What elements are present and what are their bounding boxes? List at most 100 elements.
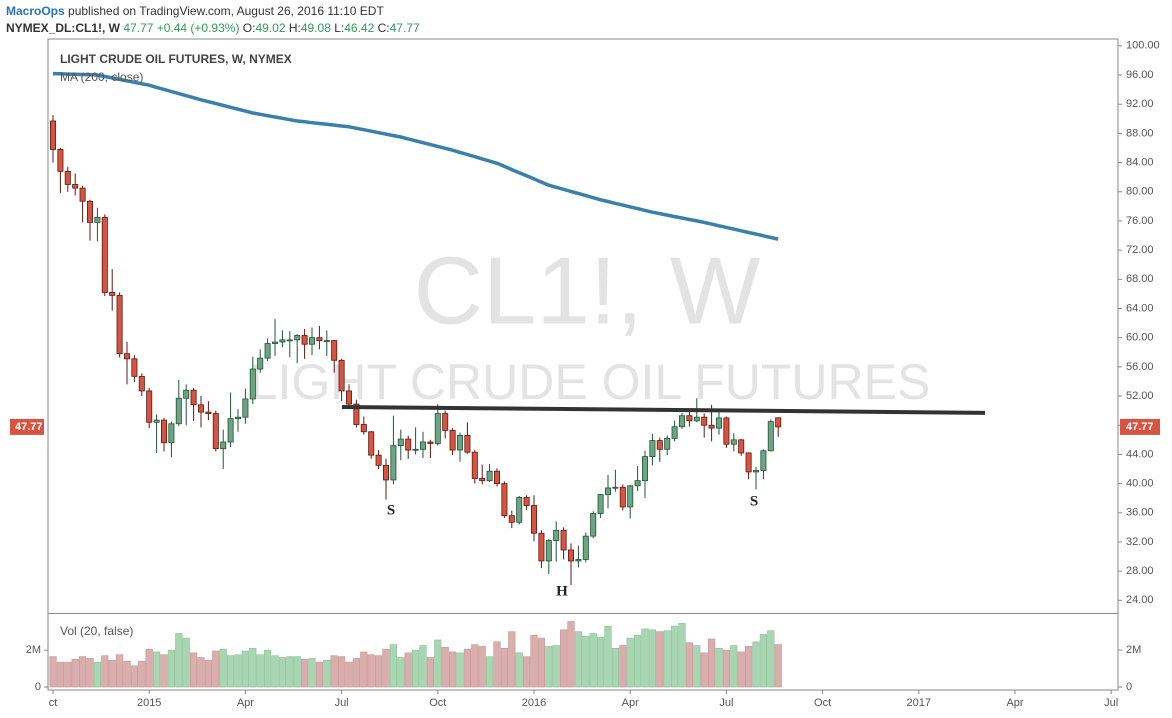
volume-bar bbox=[759, 634, 767, 688]
x-tick-label: 2016 bbox=[522, 697, 546, 709]
volume-bar bbox=[397, 657, 405, 688]
volume-bar bbox=[670, 625, 679, 688]
volume-bar bbox=[389, 644, 398, 688]
candle-body bbox=[116, 294, 123, 355]
high-label: H: bbox=[288, 21, 301, 35]
pattern-label: S bbox=[750, 493, 758, 509]
volume-bar bbox=[374, 655, 383, 688]
data-layer bbox=[49, 71, 986, 688]
y-tick-label: 32.00 bbox=[1126, 536, 1154, 548]
volume-bar bbox=[471, 644, 479, 688]
volume-bar bbox=[626, 637, 634, 688]
author[interactable]: MacroOps bbox=[6, 4, 65, 18]
change: +0.44 (+0.93%) bbox=[156, 21, 240, 35]
volume-bar bbox=[648, 629, 656, 688]
volume-bar bbox=[767, 630, 775, 688]
volume-bar bbox=[182, 637, 190, 688]
candle-body bbox=[382, 464, 389, 481]
volume-bar bbox=[153, 651, 161, 688]
volume-bar bbox=[64, 661, 72, 688]
candle-body bbox=[279, 339, 286, 343]
candle-body bbox=[338, 359, 345, 392]
volume-bar bbox=[752, 641, 760, 688]
volume-bar bbox=[589, 633, 597, 688]
volume-bar bbox=[656, 631, 664, 688]
volume-bar bbox=[500, 647, 509, 688]
volume-bar bbox=[730, 645, 738, 688]
volume-bar bbox=[212, 650, 220, 688]
candle-body bbox=[708, 424, 715, 429]
volume-bar bbox=[582, 635, 590, 688]
candle-body bbox=[479, 478, 486, 482]
volume-bar bbox=[167, 649, 176, 688]
candle-body bbox=[197, 404, 204, 413]
volume-tick-label: 2M bbox=[1126, 644, 1141, 656]
candle-body bbox=[375, 454, 382, 466]
candle-body bbox=[101, 216, 108, 293]
volume-bar bbox=[552, 645, 560, 688]
candle-body bbox=[168, 423, 175, 444]
volume-bar bbox=[56, 661, 64, 688]
watermark: CL1!, W bbox=[414, 237, 761, 344]
candle-body bbox=[545, 540, 552, 562]
volume-legend: Vol (20, false) bbox=[60, 624, 133, 638]
candle-body bbox=[294, 335, 301, 341]
volume-bar bbox=[234, 654, 242, 688]
candle-body bbox=[575, 559, 582, 562]
candle-body bbox=[434, 413, 441, 444]
symbol-line: NYMEX_DL:CL1!, W 47.77 +0.44 (+0.93%) O:… bbox=[6, 21, 420, 35]
volume-bar bbox=[678, 623, 686, 688]
volume-bar bbox=[707, 638, 716, 688]
y-tick-label: 24.00 bbox=[1126, 594, 1154, 606]
candle-body bbox=[508, 515, 515, 523]
volume-bar bbox=[86, 658, 94, 688]
candle-body bbox=[316, 337, 323, 341]
volume-bar bbox=[278, 657, 287, 688]
y-tick-label: 36.00 bbox=[1126, 507, 1154, 519]
volume-bar bbox=[337, 656, 346, 688]
y-tick-label: 60.00 bbox=[1126, 332, 1154, 344]
x-tick-label: Jul bbox=[335, 697, 349, 709]
candle-body bbox=[124, 353, 131, 360]
volume-bar bbox=[300, 659, 309, 688]
last-price-box-left bbox=[10, 418, 44, 435]
volume-bar bbox=[633, 635, 642, 688]
candle-body bbox=[686, 415, 693, 422]
volume-bar bbox=[744, 646, 753, 688]
x-tick-label: Oct bbox=[429, 697, 446, 709]
volume-bar bbox=[596, 636, 605, 688]
candle-body bbox=[493, 470, 500, 484]
y-tick-label: 100.00 bbox=[1126, 40, 1160, 52]
candle-body bbox=[605, 487, 612, 495]
candle-body bbox=[582, 535, 589, 560]
volume-bar bbox=[737, 651, 745, 688]
y-tick-label: 40.00 bbox=[1126, 477, 1154, 489]
y-tick-label: 84.00 bbox=[1126, 156, 1154, 168]
candle-body bbox=[656, 440, 663, 450]
candle-body bbox=[109, 292, 116, 296]
volume-bar bbox=[219, 648, 227, 688]
published: published on TradingView.com, August 26,… bbox=[68, 4, 384, 18]
volume-bar bbox=[463, 648, 472, 688]
high-value: 49.08 bbox=[300, 21, 331, 35]
volume-bar bbox=[404, 652, 412, 688]
candle-body bbox=[590, 513, 597, 537]
volume-bar bbox=[49, 656, 57, 688]
candle-body bbox=[664, 437, 671, 450]
volume-bar bbox=[448, 651, 457, 688]
volume-bar bbox=[249, 647, 257, 688]
y-tick-label: 64.00 bbox=[1126, 302, 1154, 314]
volume-bar bbox=[774, 644, 782, 688]
candle-body bbox=[323, 340, 330, 342]
volume-bar bbox=[537, 637, 545, 688]
candle-body bbox=[760, 450, 767, 471]
volume-bar bbox=[79, 656, 87, 688]
candle-body bbox=[308, 337, 315, 345]
symbol: NYMEX_DL:CL1!, W bbox=[6, 21, 120, 35]
candle-body bbox=[442, 413, 449, 431]
y-tick-label: 80.00 bbox=[1126, 186, 1154, 198]
volume-bar bbox=[493, 641, 501, 688]
candle-body bbox=[634, 480, 641, 487]
volume-bar bbox=[619, 645, 627, 688]
candle-body bbox=[501, 483, 508, 517]
